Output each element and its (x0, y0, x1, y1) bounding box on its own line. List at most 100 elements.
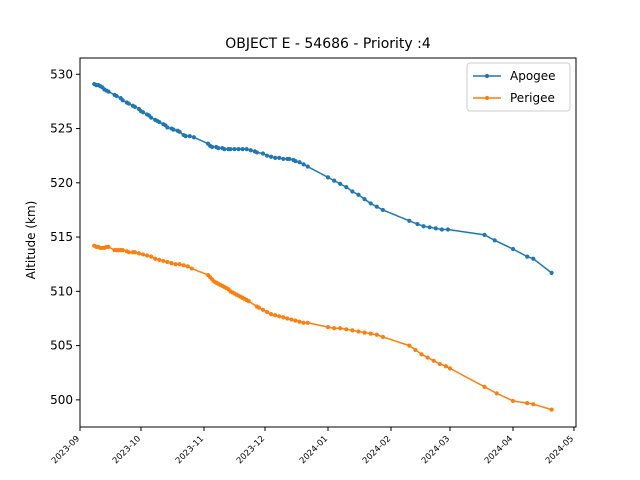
perigee-data-point (289, 317, 294, 322)
perigee-data-point (297, 319, 302, 324)
perigee-data-point (161, 258, 166, 264)
perigee-data-point (350, 328, 355, 333)
apogee-data-point (114, 93, 119, 99)
apogee-data-point (305, 164, 310, 169)
apogee-data-point (362, 196, 367, 202)
apogee-data-point (222, 147, 227, 152)
chart-title: OBJECT E - 54686 - Priority :4 (225, 36, 431, 52)
perigee-data-point (482, 384, 487, 389)
apogee-data-point (277, 155, 282, 160)
apogee-data-point (332, 178, 337, 183)
apogee-data-point (297, 160, 302, 165)
apogee-data-point (407, 218, 412, 223)
perigee-data-point (149, 254, 154, 259)
perigee-data-point (281, 315, 286, 320)
apogee-data-point (183, 134, 188, 139)
plot-area (92, 81, 554, 412)
apogee-data-point (439, 227, 444, 232)
apogee-data-point (445, 227, 451, 232)
apogee-data-point (132, 104, 137, 109)
perigee-data-point (510, 398, 516, 404)
perigee-data-point (356, 329, 361, 334)
perigee-data-point (132, 250, 137, 255)
perigee-data-point (325, 325, 331, 330)
perigee-data-point (165, 259, 170, 265)
perigee-data-point (140, 252, 146, 257)
perigee-data-point (332, 326, 337, 331)
apogee-data-point (120, 98, 125, 103)
perigee-data-point (277, 314, 282, 319)
apogee-data-point (344, 185, 349, 190)
apogee-data-point (268, 154, 274, 159)
apogee-data-point (421, 224, 426, 229)
apogee-data-point (248, 148, 253, 153)
perigee-data-point (177, 262, 182, 267)
apogee-data-point (415, 221, 420, 227)
perigee-data-point (264, 309, 270, 315)
perigee-data-point (260, 307, 266, 312)
perigee-data-point (293, 318, 298, 323)
apogee-data-point (350, 189, 355, 194)
apogee-data-point (325, 175, 331, 180)
perigee-data-point (120, 248, 125, 253)
apogee-data-point (427, 225, 432, 230)
legend: Apogee Perigee (466, 62, 571, 112)
apogee-data-point (338, 181, 343, 186)
legend-apogee-marker (484, 73, 490, 79)
apogee-data-point (273, 155, 278, 160)
apogee-data-point (149, 115, 154, 120)
apogee-data-point (244, 147, 249, 152)
apogee-data-point (126, 101, 131, 106)
y-tick-label: 510 (50, 284, 73, 298)
apogee-data-point (380, 207, 385, 213)
apogee-data-point (368, 201, 373, 206)
perigee-data-point (425, 355, 430, 360)
y-tick-label: 530 (50, 67, 73, 81)
apogee-data-point (260, 151, 266, 156)
perigee-data-point (273, 313, 278, 318)
apogee-data-point (191, 135, 196, 140)
apogee-data-point (228, 147, 233, 152)
perigee-data-point (380, 334, 385, 340)
apogee-data-point (106, 89, 111, 94)
apogee-data-point (293, 159, 298, 164)
y-tick-label: 500 (50, 393, 73, 407)
perigee-data-point (494, 391, 499, 396)
apogee-data-point (301, 162, 306, 167)
perigee-data-point (246, 299, 251, 304)
perigee-data-point (431, 358, 436, 363)
y-tick-label: 520 (50, 176, 73, 190)
apogee-data-point (510, 246, 516, 252)
perigee-data-point (443, 364, 448, 369)
perigee-data-point (305, 320, 310, 325)
perigee-data-point (144, 253, 150, 258)
perigee-data-point (368, 331, 373, 336)
apogee-data-point (433, 226, 438, 231)
apogee-data-point (549, 270, 554, 275)
y-tick-label: 515 (50, 230, 73, 244)
apogee-data-point (482, 232, 487, 237)
apogee-data-point (240, 147, 245, 152)
apogee-data-point (187, 134, 192, 139)
perigee-data-point (362, 330, 367, 335)
perigee-data-point (153, 256, 158, 261)
perigee-data-point (338, 326, 343, 331)
apogee-data-point (264, 153, 270, 158)
apogee-data-point (531, 256, 536, 261)
apogee-data-point (232, 147, 237, 152)
perigee-data-point (173, 262, 178, 267)
perigee-data-point (106, 244, 111, 249)
perigee-data-point (374, 332, 379, 337)
apogee-data-point (254, 150, 259, 155)
y-tick-label: 505 (50, 339, 73, 353)
perigee-data-point (525, 401, 530, 406)
perigee-data-point (136, 251, 142, 256)
apogee-data-point (281, 156, 286, 162)
perigee-data-point (169, 261, 174, 266)
apogee-data-point (177, 129, 182, 134)
perigee-data-point (301, 320, 306, 325)
apogee-data-point (236, 147, 241, 152)
apogee-data-point (210, 144, 215, 150)
perigee-data-point (447, 366, 453, 371)
